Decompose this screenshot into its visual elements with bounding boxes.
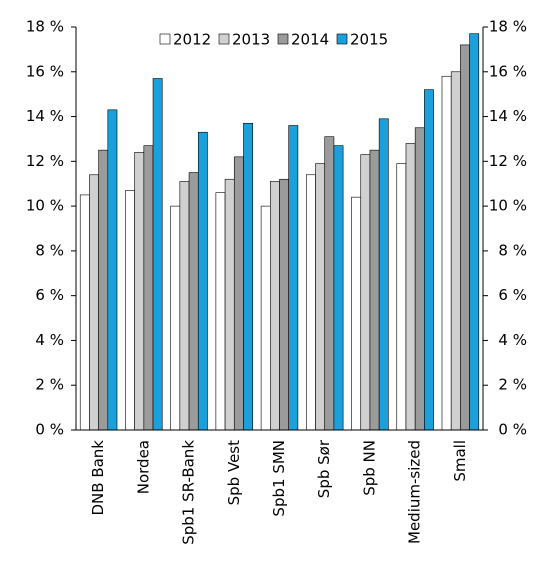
- y-tick-label: 2 %: [35, 376, 64, 394]
- bar: [98, 149, 109, 431]
- bar: [405, 143, 416, 431]
- bar: [351, 196, 362, 431]
- bar: [414, 127, 425, 431]
- bar: [378, 118, 389, 431]
- legend-swatch: [159, 33, 171, 45]
- y-tick-label: 14 %: [26, 107, 64, 125]
- bar: [269, 181, 280, 431]
- x-tick-label: Small: [451, 440, 469, 482]
- bar: [441, 75, 452, 431]
- y-tick-label: 4 %: [35, 331, 64, 349]
- y2-tick-label: 4 %: [498, 331, 527, 349]
- x-tick-label: DNB Bank: [89, 440, 107, 516]
- bar: [89, 174, 99, 431]
- bar: [315, 163, 326, 431]
- bar: [188, 172, 199, 431]
- bar: [396, 163, 407, 431]
- legend-swatch: [218, 33, 230, 45]
- x-tick-label: Medium-sized: [406, 440, 424, 544]
- bar: [360, 154, 371, 431]
- bar: [324, 136, 335, 431]
- y-tick-label: 10 %: [26, 197, 64, 215]
- y2-tick-label: 8 %: [498, 241, 527, 259]
- x-tick-label: Nordea: [134, 440, 152, 494]
- bar: [134, 152, 145, 431]
- y-tick-label: 6 %: [35, 286, 64, 304]
- bar: [279, 178, 289, 431]
- y2-tick-label: 16 %: [489, 62, 527, 80]
- y2-tick-label: 2 %: [498, 376, 527, 394]
- bar: [288, 125, 299, 431]
- bar: [152, 78, 163, 431]
- legend-swatch: [336, 33, 348, 45]
- legend-label: 2014: [291, 31, 329, 49]
- bar: [460, 44, 470, 431]
- bar: [107, 109, 118, 431]
- y-tick-label: 18 %: [26, 18, 64, 36]
- x-tick-label: Spb Sør: [315, 439, 333, 498]
- bar: [215, 192, 226, 431]
- bar: [424, 89, 434, 431]
- legend-label: 2015: [350, 31, 388, 49]
- y-tick-label: 16 %: [26, 62, 64, 80]
- bar: [170, 205, 181, 431]
- bar: [369, 149, 380, 431]
- x-tick-label: Spb1 SR-Bank: [180, 440, 198, 545]
- bar: [450, 71, 461, 431]
- y2-tick-label: 12 %: [489, 152, 527, 170]
- y-tick-label: 12 %: [26, 152, 64, 170]
- bar: [333, 145, 344, 431]
- bar: [243, 122, 253, 431]
- y2-tick-label: 6 %: [498, 286, 527, 304]
- x-tick-label: Spb1 SMN: [270, 440, 288, 517]
- legend-swatch: [277, 33, 289, 45]
- y-tick-label: 0 %: [35, 421, 64, 439]
- bar: [197, 131, 208, 431]
- bar: [125, 190, 135, 431]
- legend-label: 2012: [173, 31, 211, 49]
- bar: [79, 194, 90, 431]
- x-tick-label: Spb NN: [360, 440, 378, 496]
- y2-tick-label: 0 %: [498, 421, 527, 439]
- bar: [179, 181, 190, 431]
- bar: [306, 174, 316, 431]
- bar: [143, 145, 154, 431]
- legend-label: 2013: [232, 31, 270, 49]
- x-tick-label: Spb Vest: [225, 440, 243, 505]
- bar: [224, 178, 235, 431]
- y2-tick-label: 18 %: [489, 18, 527, 36]
- bar: [260, 205, 271, 431]
- y2-tick-label: 14 %: [489, 107, 527, 125]
- y2-tick-label: 10 %: [489, 197, 527, 215]
- bar: [469, 33, 480, 431]
- bar: [233, 156, 244, 431]
- y-tick-label: 8 %: [35, 241, 64, 259]
